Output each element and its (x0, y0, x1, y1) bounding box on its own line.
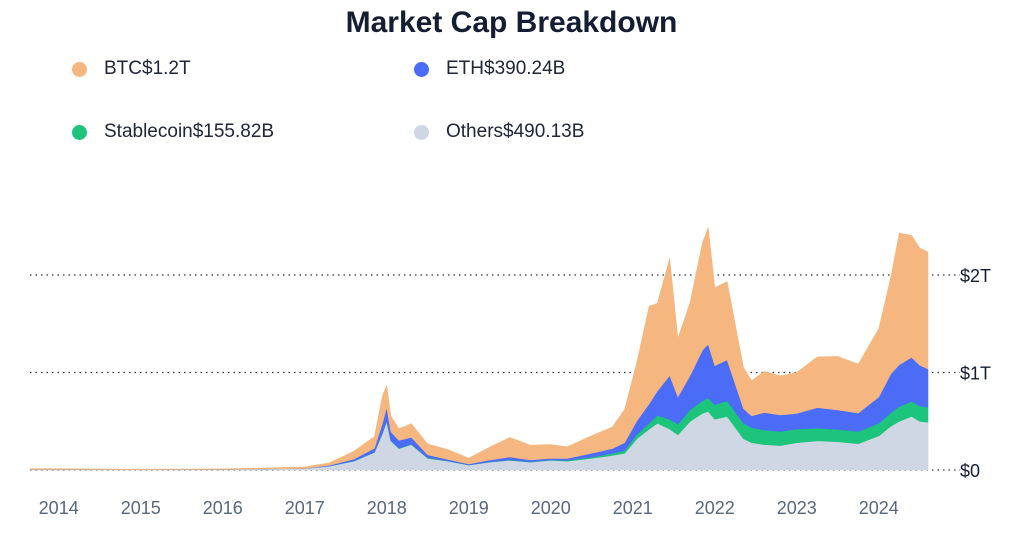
y-tick-label: $1T (960, 364, 991, 384)
eth-legend-dot-icon (414, 61, 429, 77)
legend-stablecoin-value: $155.82B (192, 121, 275, 142)
legend-eth-value: $390.24B (484, 58, 566, 79)
x-tick-label: 2015 (121, 498, 161, 518)
x-tick-label: 2022 (695, 498, 735, 518)
legend-others-name: Others (446, 121, 504, 142)
legend-item-btc[interactable]: BTC $1.2T (72, 58, 191, 80)
legend-btc-name: BTC (104, 58, 142, 79)
x-tick-label: 2024 (859, 498, 899, 518)
x-tick-label: 2020 (531, 498, 571, 518)
legend-stablecoin-name: Stablecoin (104, 121, 193, 142)
stacked-areas (29, 227, 929, 471)
others-legend-dot-icon (414, 124, 429, 140)
x-tick-label: 2021 (613, 498, 653, 518)
x-tick-label: 2019 (449, 498, 489, 518)
legend-btc-value: $1.2T (142, 58, 191, 79)
area-btc[interactable] (29, 227, 929, 470)
x-tick-label: 2016 (203, 498, 243, 518)
x-tick-label: 2018 (367, 498, 407, 518)
y-tick-label: $0 (960, 461, 980, 481)
legend-item-stablecoin[interactable]: Stablecoin $155.82B (72, 121, 274, 143)
legend-eth-name: ETH (446, 58, 484, 79)
x-axis-ticks: 2014 2015 2016 2017 2018 2019 2020 2021 2022 2023… (39, 498, 899, 518)
y-axis-ticks: $0 $1T $2T (960, 266, 991, 481)
legend-item-eth[interactable]: ETH $390.24B (414, 58, 565, 80)
stablecoin-legend-dot-icon (72, 124, 87, 140)
legend-others-value: $490.13B (503, 121, 585, 142)
x-tick-label: 2017 (285, 498, 325, 518)
x-tick-label: 2014 (39, 498, 79, 518)
y-tick-label: $2T (960, 266, 991, 286)
legend-item-others[interactable]: Others $490.13B (414, 121, 584, 143)
btc-legend-dot-icon (72, 61, 87, 77)
chart-title: Market Cap Breakdown (345, 6, 678, 39)
x-tick-label: 2023 (777, 498, 817, 518)
